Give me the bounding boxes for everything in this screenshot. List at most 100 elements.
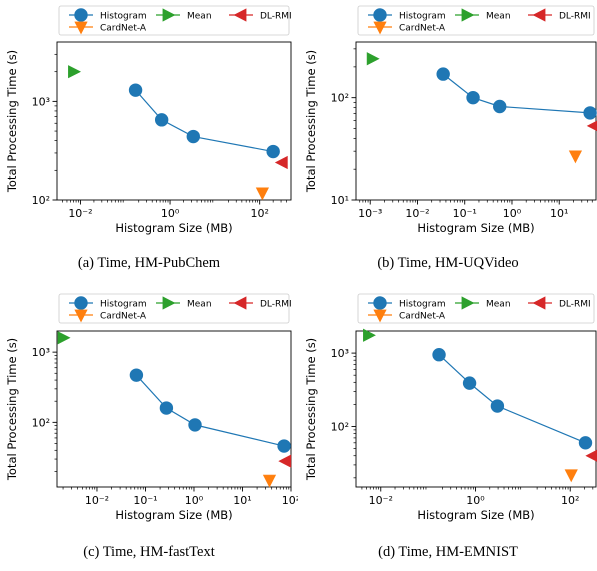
series-mean xyxy=(366,52,380,66)
chart-svg: Histogram Mean DL-RMI CardNet-A 10² 10³ 10⁻² 10… xyxy=(5,293,298,522)
x-tick-label: 10⁻² xyxy=(85,494,109,507)
legend-marker-histogram xyxy=(74,296,88,310)
y-axis-label: Total Processing Time (s) xyxy=(304,338,318,481)
data-point xyxy=(57,331,71,345)
legend-item-mean: Mean xyxy=(455,296,511,310)
y-axis-label: Total Processing Time (s) xyxy=(304,50,318,193)
data-point xyxy=(466,90,480,105)
x-tick-label: 10⁻¹ xyxy=(453,207,477,220)
legend xyxy=(357,5,595,36)
legend-item-dl-rmi: DL-RMI xyxy=(229,8,292,22)
legend-marker-histogram xyxy=(373,8,387,22)
legend-item-mean: Mean xyxy=(156,296,212,310)
x-axis-label: Histogram Size (MB) xyxy=(115,221,232,235)
legend-item-cardnet-a: CardNet-A xyxy=(69,309,147,323)
data-point xyxy=(432,348,446,362)
y-tick-label: 10² xyxy=(32,416,50,429)
legend-item-histogram: Histogram xyxy=(69,296,147,310)
series-dl-rmi xyxy=(278,454,292,468)
legend-item-cardnet-a: CardNet-A xyxy=(368,21,446,35)
legend-label: CardNet-A xyxy=(100,24,147,34)
data-point xyxy=(490,399,505,413)
chart-svg: Histogram Mean DL-RMI CardNet-A 10² 10³ 10⁻² 10… xyxy=(304,293,597,522)
x-tick-label: 10¹ xyxy=(233,494,251,507)
legend-item-cardnet-a: CardNet-A xyxy=(368,309,446,323)
series-dl-rmi xyxy=(586,120,597,132)
x-axis-label: Histogram Size (MB) xyxy=(115,508,232,522)
legend-label: Mean xyxy=(187,300,212,310)
data-point xyxy=(462,376,477,390)
data-point xyxy=(586,120,597,132)
data-point xyxy=(274,155,288,170)
legend-marker-dl-rmi xyxy=(233,296,247,310)
legend-label: Mean xyxy=(486,300,511,310)
legend xyxy=(58,5,290,36)
plot-area xyxy=(56,41,292,201)
legend-marker-histogram xyxy=(373,296,387,310)
x-axis-label: Histogram Size (MB) xyxy=(417,508,534,522)
caption-a: (a) Time, HM-PubChem xyxy=(77,255,221,271)
chart-svg: Histogram Mean DL-RMI CardNet-A 10² 10³ 10⁻² 10… xyxy=(5,5,292,235)
legend-label: Histogram xyxy=(100,12,147,22)
y-tick-label: 10² xyxy=(32,194,50,207)
series-cardnet-a xyxy=(262,474,277,488)
data-point xyxy=(277,439,291,453)
series-cardnet-a xyxy=(568,150,583,164)
y-tick-label: 10² xyxy=(331,421,349,434)
data-point xyxy=(255,187,270,201)
data-point xyxy=(585,449,597,462)
x-tick-label: 10⁻² xyxy=(405,207,429,220)
caption-b: (b) Time, HM-UQVideo xyxy=(377,255,519,271)
legend-marker-mean xyxy=(162,8,176,22)
series-line xyxy=(135,374,285,447)
legend-marker-dl-rmi xyxy=(233,8,247,22)
y-tick-label: 10³ xyxy=(32,346,50,359)
legend-marker-cardnet-a xyxy=(74,309,88,323)
legend-label: DL-RMI xyxy=(559,12,591,22)
x-tick-label: 10⁻¹ xyxy=(133,494,157,507)
legend-label: DL-RMI xyxy=(559,300,591,310)
plot-area xyxy=(355,41,597,201)
legend-marker-mean xyxy=(461,296,475,310)
series-dl-rmi xyxy=(274,155,288,170)
legend-label: Histogram xyxy=(399,300,446,310)
y-axis-label: Total Processing Time (s) xyxy=(5,50,19,193)
legend-label: Mean xyxy=(486,12,511,22)
legend-marker-cardnet-a xyxy=(74,21,88,35)
x-tick-label: 10² xyxy=(561,494,579,507)
series-mean xyxy=(57,331,71,345)
series-line xyxy=(438,354,586,444)
legend-item-mean: Mean xyxy=(156,8,212,22)
x-tick-label: 10⁻² xyxy=(68,207,92,220)
legend xyxy=(58,293,290,324)
x-tick-label: 10² xyxy=(282,494,298,507)
series-histogram xyxy=(436,67,597,120)
legend-marker-cardnet-a xyxy=(373,21,387,35)
legend-label: DL-RMI xyxy=(260,300,292,310)
legend-label: Histogram xyxy=(100,300,147,310)
legend-label: CardNet-A xyxy=(399,24,446,34)
legend-item-dl-rmi: DL-RMI xyxy=(229,296,292,310)
data-point xyxy=(578,436,593,450)
series-mean xyxy=(363,328,376,342)
legend-label: CardNet-A xyxy=(100,312,147,322)
data-point xyxy=(154,113,169,127)
x-tick-label: 10¹ xyxy=(550,207,568,220)
legend-label: Histogram xyxy=(399,12,446,22)
y-tick-label: 10¹ xyxy=(331,194,349,207)
data-point xyxy=(278,454,292,468)
x-tick-label: 10⁰ xyxy=(185,494,204,507)
legend-item-mean: Mean xyxy=(455,8,511,22)
series-line xyxy=(442,73,591,114)
data-point xyxy=(366,52,380,66)
legend-item-cardnet-a: CardNet-A xyxy=(69,21,147,35)
y-tick-label: 10³ xyxy=(331,347,349,360)
series-cardnet-a xyxy=(564,469,578,483)
data-point xyxy=(188,418,202,432)
legend-item-histogram: Histogram xyxy=(368,8,446,22)
legend-marker-histogram xyxy=(74,8,88,22)
data-point xyxy=(583,106,597,120)
plot-area xyxy=(56,330,292,488)
legend-label: DL-RMI xyxy=(260,12,292,22)
